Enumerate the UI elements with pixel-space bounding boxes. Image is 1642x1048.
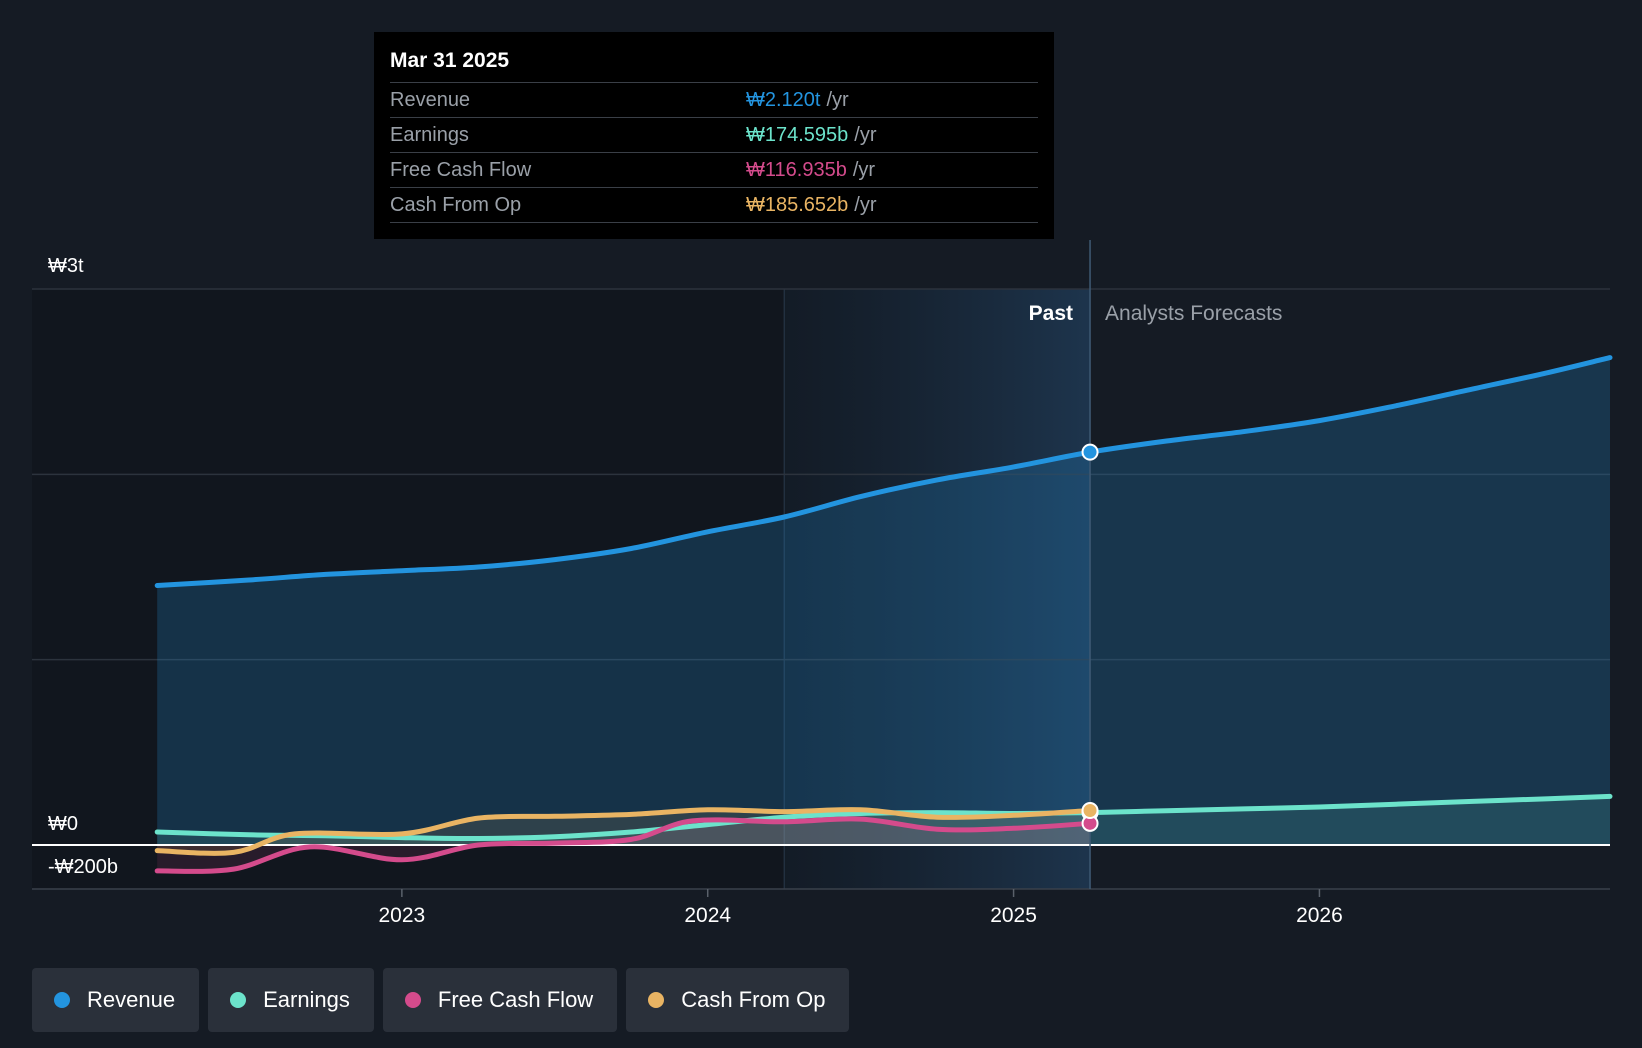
legend-dot-icon: [404, 992, 421, 1008]
legend-item-free-cash-flow[interactable]: Free Cash Flow: [382, 968, 618, 1032]
series-line-revenue: [154, 355, 1613, 588]
tooltip-label: Free Cash Flow: [390, 159, 532, 181]
legend-label: Cash From Op: [681, 987, 826, 1012]
highlight-band: [784, 289, 1091, 889]
tooltip-value: ₩185.652b: [746, 194, 849, 216]
tooltip-unit: /yr: [852, 159, 876, 181]
y-tick-label: ₩3t: [48, 255, 84, 277]
tooltip: Mar 31 2025 Revenue ₩2.120t /yr Earnings…: [374, 32, 1054, 239]
legend-label: Earnings: [263, 987, 350, 1012]
legend-dot-icon: [230, 992, 247, 1008]
legend: Revenue Earnings Free Cash Flow Cash Fro…: [32, 968, 850, 1032]
x-tick-label: 2023: [378, 904, 425, 927]
tooltip-unit: /yr: [854, 124, 877, 146]
y-tick-label: -₩200b: [48, 856, 118, 878]
area-revenue: [157, 357, 1610, 845]
tooltip-value: ₩2.120t: [746, 89, 821, 111]
tooltip-label: Earnings: [390, 124, 469, 146]
past-label: Past: [1029, 302, 1073, 325]
marker-cash-from-op: [1081, 802, 1099, 820]
legend-item-earnings[interactable]: Earnings: [208, 968, 374, 1032]
tooltip-label: Revenue: [390, 89, 471, 111]
tooltip-unit: /yr: [854, 194, 877, 216]
series-line-free-cash-flow: [154, 816, 1093, 874]
x-tick-label: 2024: [684, 904, 731, 927]
y-tick-label: ₩0: [48, 813, 78, 835]
tooltip-label: Cash From Op: [390, 194, 522, 216]
forecast-label: Analysts Forecasts: [1105, 302, 1282, 325]
tooltip-date: Mar 31 2025: [390, 49, 510, 72]
legend-dot-icon: [648, 992, 665, 1008]
tooltip-row-free-cash-flow: Free Cash Flow ₩116.935b /yr: [390, 152, 1038, 187]
legend-dot-icon: [54, 992, 70, 1008]
tooltip-unit: /yr: [826, 89, 849, 111]
tooltip-row-cash-from-op: Cash From Op ₩185.652b /yr: [390, 187, 1038, 223]
legend-item-revenue[interactable]: Revenue: [32, 968, 200, 1032]
marker-revenue: [1081, 443, 1099, 461]
tooltip-value: ₩174.595b: [746, 124, 849, 146]
legend-label: Free Cash Flow: [437, 987, 594, 1012]
tooltip-row-earnings: Earnings ₩174.595b /yr: [390, 117, 1038, 152]
x-tick-label: 2025: [990, 904, 1037, 927]
legend-item-cash-from-op[interactable]: Cash From Op: [626, 968, 850, 1032]
x-tick-label: 2026: [1296, 904, 1343, 927]
series-line-cash-from-op: [154, 807, 1093, 856]
legend-label: Revenue: [87, 987, 176, 1012]
tooltip-row-revenue: Revenue ₩2.120t /yr: [390, 82, 1038, 117]
tooltip-value: ₩116.935b: [746, 159, 847, 181]
